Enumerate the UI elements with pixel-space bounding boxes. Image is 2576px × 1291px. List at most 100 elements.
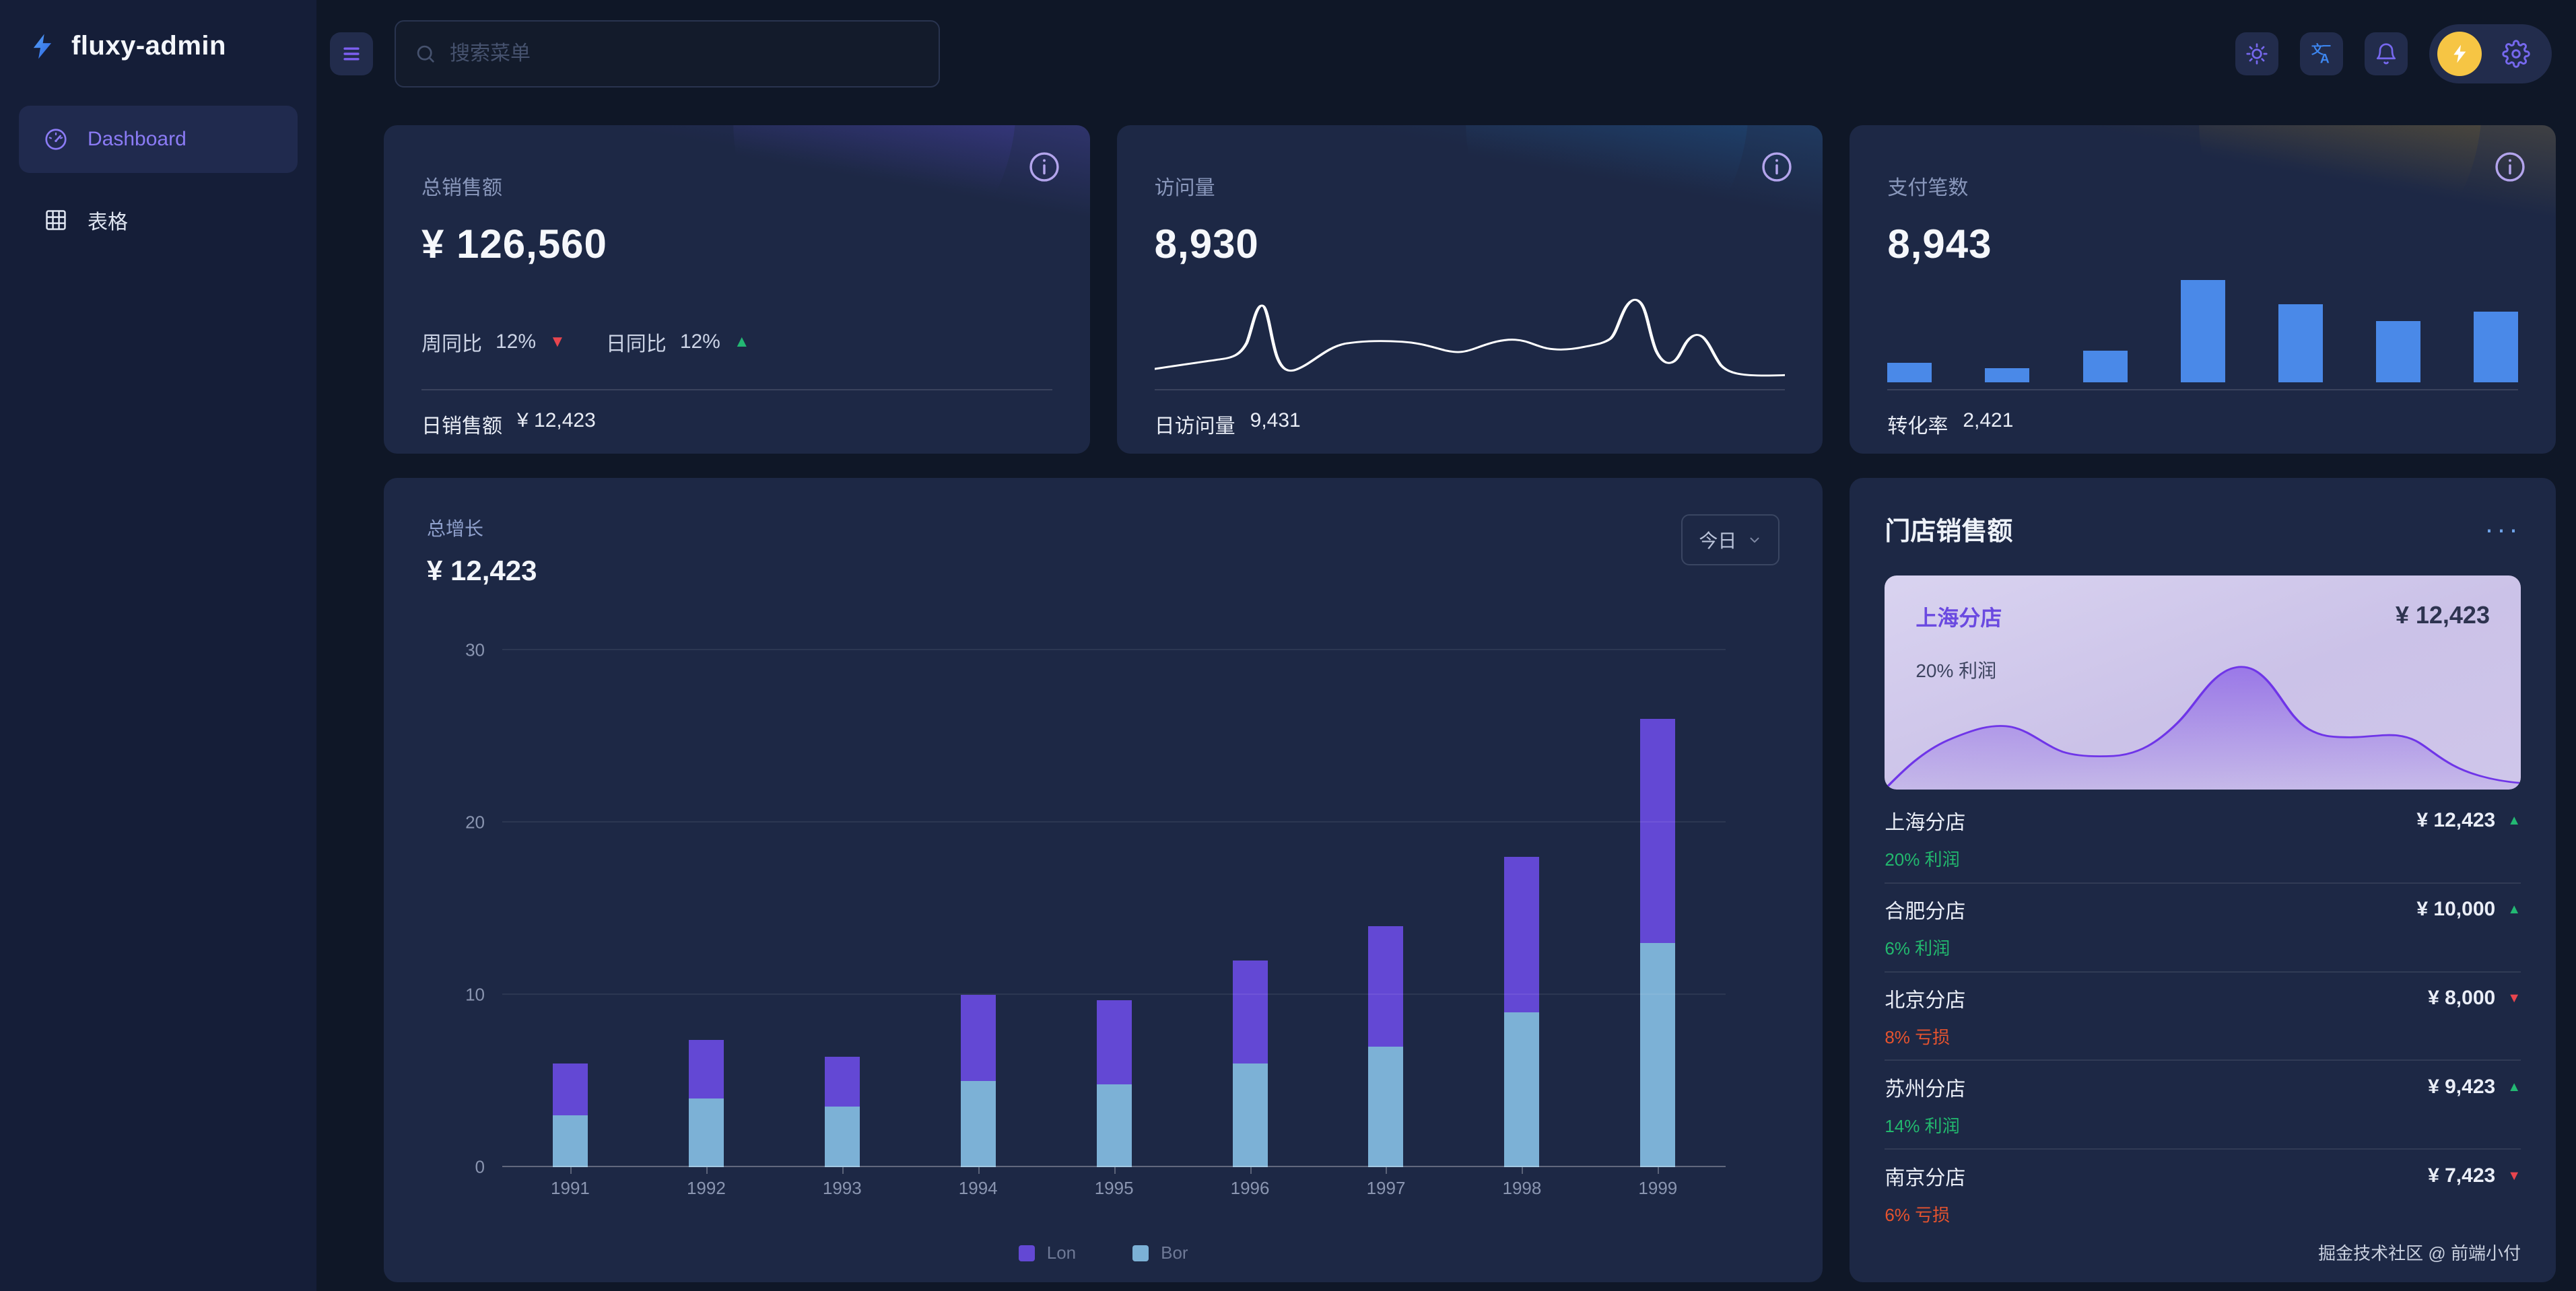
growth-chart-title: 总增长 [427, 518, 484, 539]
x-axis-line [502, 1166, 1726, 1167]
y-tick-label: 10 [465, 984, 485, 1005]
featured-store-card[interactable]: 上海分店 ¥ 12,423 20% 利润 [1885, 575, 2521, 790]
info-icon[interactable] [1027, 149, 1062, 184]
week-trend-icon: ▼ [549, 333, 566, 351]
mini-bar [2082, 350, 2128, 382]
bar-segment-lon [1232, 960, 1268, 1064]
sidebar-nav: Dashboard 表格 [0, 106, 316, 254]
date-range-dropdown[interactable]: 今日 [1681, 514, 1780, 565]
gauge-icon [45, 129, 67, 150]
search-box[interactable] [395, 20, 940, 88]
app-title: fluxy-admin [71, 31, 226, 61]
store-list-item[interactable]: 南京分店 ¥ 7,423 ▼ 6% 亏损 [1885, 1150, 2521, 1237]
store-list-item[interactable]: 上海分店 ¥ 12,423 ▲ 20% 利润 [1885, 795, 2521, 884]
stat-footer-label: 日销售额 [421, 415, 502, 438]
bar-segment-bor [960, 1081, 996, 1167]
settings-button[interactable] [2502, 40, 2530, 68]
legend-label: Bor [1161, 1243, 1188, 1263]
bar-segment-bor [688, 1098, 724, 1167]
stat-value: 8,930 [1154, 221, 1259, 267]
stat-compare-row: 周同比 12% ▼ 日同比 12% ▲ [421, 327, 750, 357]
bar-segment-bor [552, 1115, 588, 1167]
bar-segment-bor [1368, 1046, 1404, 1167]
featured-area-chart [1885, 666, 2521, 790]
x-axis-label: 1996 [1196, 1167, 1304, 1199]
gridline [502, 993, 1726, 995]
legend-item-lon[interactable]: Lon [1018, 1243, 1076, 1263]
table-icon [46, 210, 66, 230]
divider [421, 389, 1052, 390]
x-axis-label: 1993 [788, 1167, 896, 1199]
store-list-item[interactable]: 合肥分店 ¥ 10,000 ▲ 6% 利润 [1885, 884, 2521, 973]
stat-footer: 日销售额 ¥ 12,423 [421, 409, 596, 439]
stacked-bar [1504, 650, 1540, 1167]
x-axis-label: 1995 [1060, 1167, 1168, 1199]
day-compare-label: 日同比 [605, 333, 667, 355]
y-tick-label: 20 [465, 812, 485, 833]
sparkline-path [1154, 298, 1786, 377]
mini-bar [1985, 368, 2030, 382]
y-tick-label: 0 [475, 1156, 485, 1177]
stat-footer-value: 9,431 [1250, 409, 1301, 431]
store-note: 8% 亏损 [1885, 1026, 1951, 1047]
svg-text:文: 文 [2311, 42, 2324, 57]
store-name: 合肥分店 [1885, 901, 1966, 923]
mini-bar [2180, 280, 2225, 382]
legend-item-bor[interactable]: Bor [1132, 1243, 1188, 1263]
store-name: 苏州分店 [1885, 1078, 1966, 1101]
growth-chart-header: 总增长 ¥ 12,423 今日 [427, 514, 1780, 587]
x-axis-label: 1998 [1468, 1167, 1575, 1199]
more-options-icon[interactable]: ··· [2484, 512, 2521, 545]
payments-mini-chart [1887, 280, 2518, 382]
store-note: 20% 利润 [1885, 849, 1960, 870]
stat-footer-value: ¥ 12,423 [517, 409, 596, 431]
week-compare-label: 周同比 [421, 333, 482, 355]
stacked-bar [1232, 650, 1268, 1167]
sidebar-item-dashboard[interactable]: Dashboard [19, 106, 298, 173]
featured-store-value: ¥ 12,423 [2395, 601, 2490, 629]
growth-plot: 1991 1992 1993 1994 1995 1996 1997 1998 1999 0 10… [427, 640, 1780, 1198]
store-name: 上海分店 [1885, 812, 1966, 835]
mini-bar [1887, 363, 1932, 382]
store-list-item[interactable]: 北京分店 ¥ 8,000 ▼ 8% 亏损 [1885, 973, 2521, 1061]
growth-chart-amount: ¥ 12,423 [427, 555, 537, 586]
translate-icon: 文 A [2311, 42, 2331, 66]
stat-card-payments: 支付笔数 8,943 转化率 2,421 [1850, 125, 2556, 454]
trend-up-icon: ▲ [2507, 1079, 2521, 1094]
visits-sparkline-chart [1154, 285, 1786, 386]
sidebar-item-table[interactable]: 表格 [19, 186, 298, 254]
stat-footer: 日访问量 9,431 [1155, 409, 1301, 439]
x-axis-label: 1997 [1332, 1167, 1439, 1199]
trend-up-icon: ▲ [2507, 902, 2521, 917]
gridline [502, 649, 1726, 650]
store-value: ¥ 10,000 [2416, 898, 2496, 921]
footer-credit: 掘金技术社区 @ 前端小付 [2318, 1243, 2521, 1263]
bell-icon [2376, 43, 2396, 65]
bar-segment-lon [1096, 1000, 1132, 1085]
chart-legend: Lon Bor [384, 1243, 1823, 1263]
topbar-actions: 文 A [2235, 24, 2552, 83]
info-icon[interactable] [1759, 149, 1794, 184]
theme-toggle-button[interactable] [2235, 32, 2278, 75]
store-value: ¥ 9,423 [2428, 1075, 2496, 1098]
avatar[interactable] [2437, 32, 2482, 76]
legend-swatch [1018, 1245, 1035, 1261]
language-switch-button[interactable]: 文 A [2300, 32, 2343, 75]
search-input[interactable] [450, 42, 920, 65]
stat-title: 总销售额 [421, 177, 502, 199]
profile-settings-pill[interactable] [2429, 24, 2552, 83]
menu-toggle-button[interactable] [330, 32, 373, 75]
lightning-logo-icon [33, 34, 52, 59]
x-axis-label: 1994 [924, 1167, 1032, 1199]
info-icon[interactable] [2493, 149, 2528, 184]
notifications-button[interactable] [2365, 32, 2408, 75]
sidebar-item-label: Dashboard [88, 128, 187, 150]
legend-swatch [1132, 1245, 1149, 1261]
store-list: 上海分店 ¥ 12,423 ▲ 20% 利润 合肥分店 ¥ 10,000 ▲ 6% 利润 北京分… [1885, 795, 2521, 1237]
bar-segment-bor [1232, 1063, 1268, 1167]
store-list-item[interactable]: 苏州分店 ¥ 9,423 ▲ 14% 利润 [1885, 1061, 2521, 1150]
stat-cards-row: 总销售额 ¥ 126,560 周同比 12% ▼ 日同比 12% ▲ 日销售额 … [384, 125, 2556, 454]
mini-bar [2375, 320, 2420, 382]
y-tick-label: 30 [465, 639, 485, 660]
bar-segment-bor [1640, 943, 1676, 1167]
